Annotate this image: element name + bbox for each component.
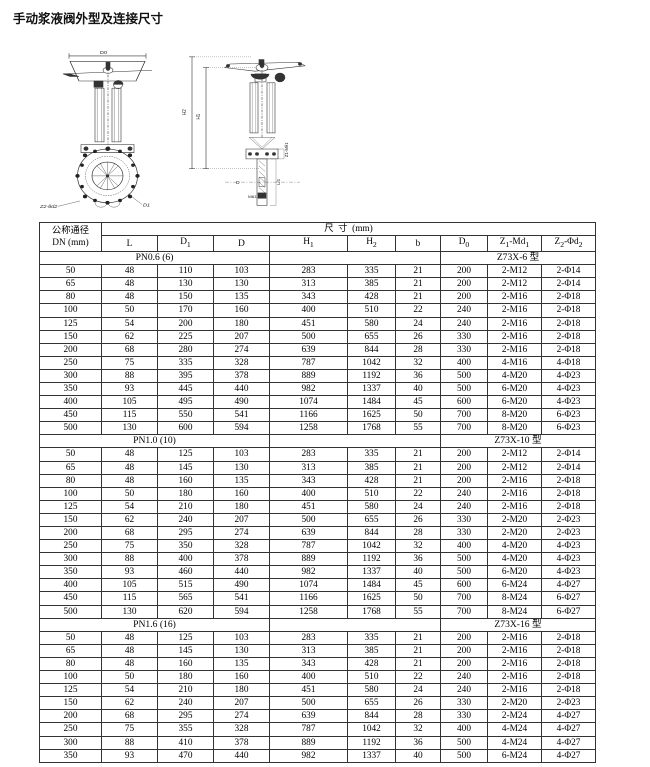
svg-text:M61: M61 [248,194,257,199]
svg-text:L/4: L/4 [276,179,281,185]
svg-text:D0: D0 [100,50,107,56]
svg-text:H2: H2 [182,109,188,115]
svg-text:Z2-θd2: Z2-θd2 [39,204,57,210]
svg-text:D: D [236,180,240,186]
svg-text:H1: H1 [196,113,202,119]
svg-text:Z1-Mθ1: Z1-Mθ1 [284,142,289,157]
svg-text:D1: D1 [143,203,150,209]
